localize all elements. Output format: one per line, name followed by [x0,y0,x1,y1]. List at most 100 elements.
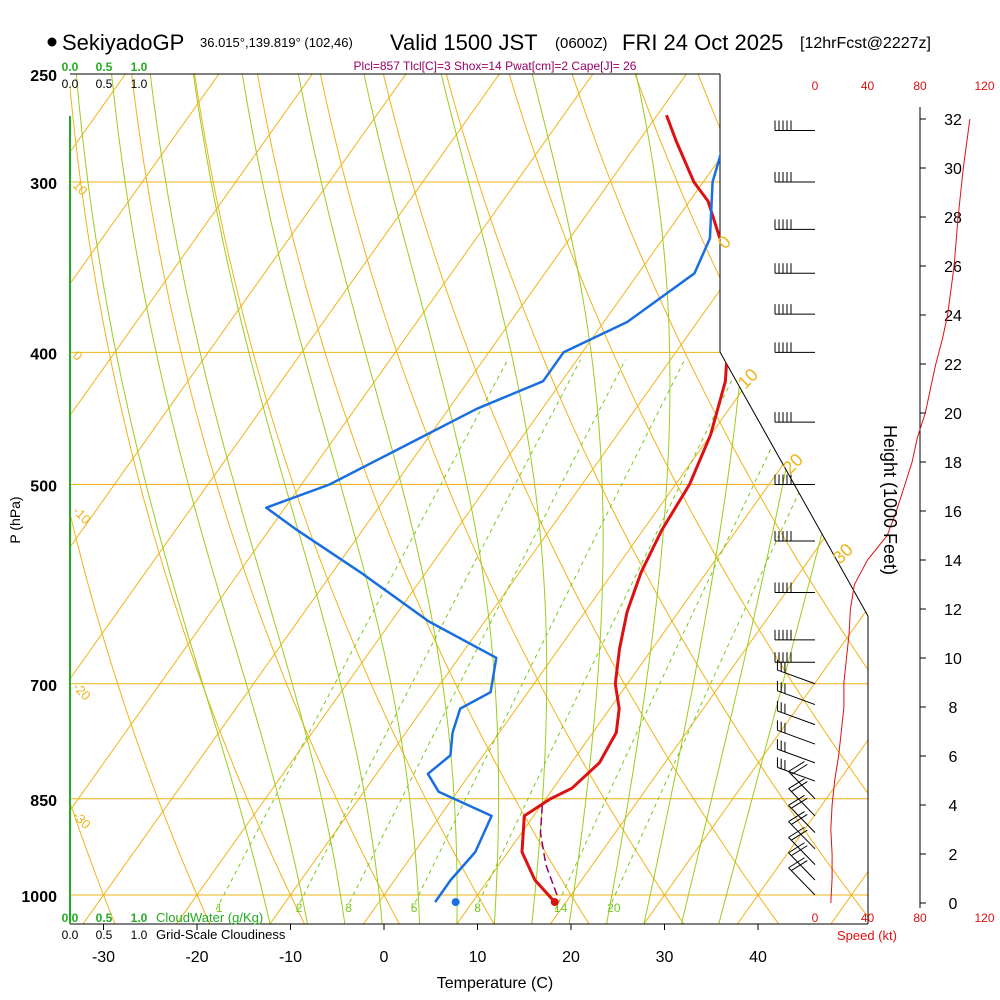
wind-barb [776,739,816,764]
dry-adiabat-line [439,74,868,924]
isotherm-label-right: 20 [779,450,807,478]
wind-barb [774,629,815,641]
height-tick-label: 24 [944,308,962,325]
wind-barb [788,857,816,896]
plot-frame [69,73,869,925]
height-tick-label: 6 [949,749,958,766]
stability-indices: Plcl=857 Tlcl[C]=3 Shox=14 Pwat[cm]=2 Ca… [354,59,637,73]
speed-bottom-tick: 0 [812,911,819,925]
wind-barb [774,342,815,353]
wind-barb-staff [788,788,816,817]
height-axis-title: Height (1000 Feet) [880,425,900,575]
valid-date: FRI 24 Oct 2025 [622,30,783,55]
wind-barb-staff [788,867,816,896]
dry-adiabat-line [70,74,211,924]
wind-barb-flag [791,781,808,792]
isotherm-line [363,74,868,924]
pressure-tick-label: 1000 [21,889,57,906]
pressure-tick-label: 850 [30,793,57,810]
isotherm-line [70,74,517,924]
dry-adiabat-line [688,74,868,924]
mixing-ratio-line [554,359,815,910]
isotherm-label: -20 [70,679,94,703]
speed-top-tick: 40 [861,79,875,93]
mixing-ratio-label: 3 [345,901,352,915]
mixing-ratio-line [608,359,862,910]
wind-barb [774,412,815,423]
pressure-tick-label: 300 [30,176,57,193]
moist-adiabat-line [108,74,308,924]
wind-barb-staff [788,821,816,850]
height-tick-label: 12 [944,602,962,619]
isotherm-line [70,74,237,924]
pressure-tick-label: 250 [30,68,57,85]
station-coords: 36.015°,139.819° (102,46) [200,35,353,50]
wind-barb [788,794,816,833]
isotherm-label: -10 [70,503,94,527]
x-tick-label: 10 [469,949,487,966]
cloudwater-top-tick: 0.0 [62,60,79,74]
isotherm-line [456,74,868,924]
dry-adiabat-line [501,74,868,924]
wind-barb [776,700,816,726]
pressure-tick-label: 700 [30,678,57,695]
cloudwater-axis-title: CloudWater (g/Kg) [156,910,263,925]
wind-barb-staff [777,710,816,726]
speed-bottom-tick: 40 [861,911,875,925]
x-tick-label: 0 [380,949,389,966]
cloudiness-top-tick: 0.5 [96,77,113,91]
dry-adiabat-line [0,50,20,924]
wind-barb [788,842,816,881]
wind-barb [788,826,816,865]
wind-speed-profile [830,118,971,904]
cloudwater-bottom-tick: 1.0 [131,911,148,925]
wind-barb-flag [788,794,805,806]
cloudiness-bottom-tick: 0.5 [96,928,113,942]
wind-barb [774,474,815,485]
wind-barb-flag [788,826,805,838]
cloudiness-top-tick: 1.0 [131,77,148,91]
isotherm-label: 0 [70,348,86,364]
isotherm-line [70,74,424,924]
mixing-ratio-label: 8 [474,901,481,915]
wind-barb-staff [788,837,816,865]
chart-title: SekiyadoGP 36.015°,139.819° (102,46) Val… [47,30,931,55]
wind-barb-staff [777,748,816,764]
isotherm-line [70,74,611,924]
cloudiness-bottom-tick: 1.0 [131,928,148,942]
mixing-ratio-label: 1 [216,901,223,915]
isotherm-line [643,74,868,924]
height-tick-label: 30 [944,161,962,178]
wind-barb [774,263,815,274]
height-tick-label: 28 [944,210,962,227]
wind-barb-flag [788,811,805,822]
wind-barb-flag [791,860,808,872]
wind-barb [788,778,816,817]
isotherm-label-right: 30 [829,540,857,568]
isotherm-line [269,74,868,924]
isotherm-line [70,74,143,924]
cloudwater-top-tick: 0.5 [96,60,113,74]
wind-panel: 0246810121416182022242628303200404080801… [774,79,995,925]
dry-adiabat-line [750,74,868,924]
wind-barb-staff [777,766,816,782]
x-tick-label: -20 [185,949,208,966]
dry-adiabat-line [626,74,868,924]
height-tick-label: 26 [944,259,962,276]
wind-barb [776,660,816,685]
wind-barb-flag [788,842,805,854]
wind-barb-flag [791,797,808,809]
isotherm-label-right: 0 [714,232,735,253]
wind-barb-flag [791,845,808,857]
moist-adiabat-line [643,74,751,924]
cloudiness-top-tick: 0.0 [62,77,79,91]
moist-adiabat-line [73,74,271,924]
wind-barb-staff [777,690,816,706]
height-tick-label: 32 [944,112,962,129]
surface-dewpoint-marker [451,898,460,907]
wind-barb [776,757,816,782]
wind-barb [774,219,815,230]
height-tick-label: 16 [944,504,962,521]
wind-barb-flag [791,814,808,825]
